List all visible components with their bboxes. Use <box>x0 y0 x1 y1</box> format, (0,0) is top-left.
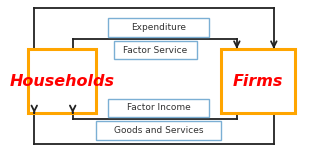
Text: Households: Households <box>10 74 115 88</box>
FancyBboxPatch shape <box>28 49 96 113</box>
Text: Factor Income: Factor Income <box>126 103 190 112</box>
FancyBboxPatch shape <box>114 41 197 59</box>
Text: Firms: Firms <box>232 74 283 88</box>
Text: Factor Service: Factor Service <box>123 46 188 55</box>
Text: Expenditure: Expenditure <box>131 23 186 32</box>
FancyBboxPatch shape <box>108 18 209 37</box>
Text: Goods and Services: Goods and Services <box>114 126 203 135</box>
FancyBboxPatch shape <box>108 99 209 117</box>
FancyBboxPatch shape <box>221 49 294 113</box>
FancyBboxPatch shape <box>96 121 221 140</box>
